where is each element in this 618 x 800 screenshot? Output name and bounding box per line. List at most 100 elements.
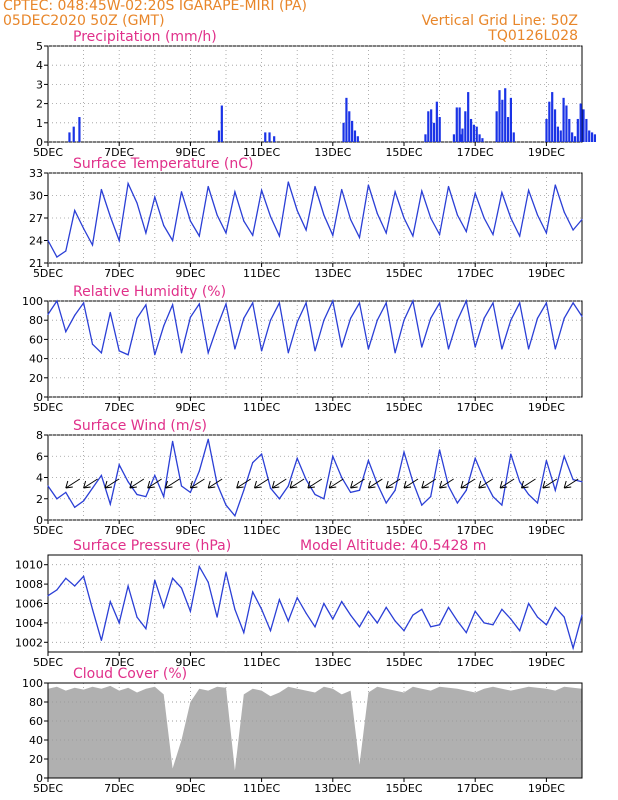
temperature-point (545, 232, 548, 234)
wind-point (225, 504, 227, 506)
wind-point (127, 481, 129, 483)
temperature-point (261, 189, 263, 191)
wind-ytick-label: 0 (36, 514, 43, 527)
pressure-point (323, 602, 325, 605)
wind-ytick-label: 8 (36, 429, 43, 442)
pressure-point (350, 614, 352, 616)
humidity-point (47, 313, 49, 316)
humidity-point (225, 303, 227, 305)
humidity-point (207, 352, 209, 354)
pressure-xtick-label: 5DEC (33, 656, 63, 669)
wind-point (118, 464, 120, 466)
humidity-point (305, 302, 307, 304)
precipitation-bar (264, 132, 267, 142)
wind-arrow-shaft (542, 478, 558, 489)
precipitation-bar (593, 134, 597, 142)
precipitation-bar (467, 92, 470, 142)
precipitation-bar (495, 111, 498, 142)
wind-arrow-head (307, 480, 315, 489)
pressure-point (385, 606, 387, 608)
temperature-point (172, 239, 174, 242)
wind-arrow-shaft (165, 478, 180, 489)
cloud-cover-area (48, 685, 582, 778)
pressure-xtick-label: 9DEC (175, 656, 205, 669)
wind-point (519, 481, 521, 483)
precipitation-ytick-label: 0 (36, 136, 43, 149)
cloud-cover-xtick-label: 19DEC (528, 782, 565, 795)
pressure-point (492, 624, 494, 626)
humidity-point (421, 346, 423, 348)
precipitation-bar (556, 126, 559, 142)
temperature-point (536, 214, 539, 216)
temperature-point (234, 191, 236, 193)
humidity-point (358, 302, 361, 304)
temperature-xtick-label: 5DEC (33, 267, 63, 280)
precipitation-bar (217, 130, 221, 142)
wind-arrow-shaft (499, 478, 515, 489)
temperature-point (394, 191, 396, 193)
precipitation-bar (68, 132, 71, 142)
pressure-point (261, 608, 263, 610)
precipitation-bar (509, 97, 512, 142)
precipitation-bar (588, 130, 591, 142)
precipitation-bar (220, 105, 223, 142)
wind-arrow-shaft (190, 478, 205, 489)
humidity-point (545, 302, 548, 304)
wind-arrow-head (385, 480, 394, 489)
pressure-point (421, 608, 423, 610)
precipitation-bar (72, 126, 75, 142)
pressure-point (189, 610, 191, 612)
precipitation-bar (438, 117, 441, 142)
wind-arrow-head (129, 480, 137, 489)
humidity-point (403, 319, 405, 321)
wind-arrow-head (460, 480, 469, 489)
temperature-point (216, 214, 218, 216)
humidity-point (519, 302, 521, 304)
wind-ytick-label: 6 (36, 450, 43, 463)
pressure-xtick-label: 11DEC (243, 656, 280, 669)
cloud-cover-xtick-label: 13DEC (314, 782, 351, 795)
precipitation-bar (356, 136, 359, 142)
wind-arrow-shaft (521, 478, 536, 489)
pressure-point (430, 626, 432, 628)
precipitation-bar (424, 134, 427, 142)
temperature-point (421, 190, 423, 192)
humidity-point (216, 326, 218, 328)
temperature-point (127, 182, 129, 185)
precipitation-xtick-label: 7DEC (104, 146, 134, 159)
wind-point (341, 476, 343, 479)
humidity-point (56, 300, 58, 302)
wind-point (47, 485, 49, 487)
pressure-point (519, 630, 521, 632)
wind-point (198, 470, 200, 472)
precipitation-bar (427, 111, 430, 142)
pressure-point (456, 620, 458, 622)
wind-ytick-label: 4 (36, 472, 43, 485)
humidity-point (189, 316, 191, 318)
precipitation-bar (512, 132, 515, 142)
pressure-point (91, 608, 94, 610)
precipitation-bar (452, 134, 456, 142)
humidity-ytick-label: 20 (29, 372, 43, 385)
pressure-point (154, 579, 156, 581)
precipitation-bar (273, 136, 276, 142)
wind-arrow-head (189, 480, 198, 489)
vertical-grid-note: Vertical Grid Line: 50Z (421, 13, 578, 29)
humidity-point (100, 352, 102, 354)
temperature-point (563, 211, 565, 213)
wind-point (572, 479, 574, 481)
pressure-point (225, 571, 227, 574)
wind-point (501, 504, 503, 506)
humidity-point (145, 304, 147, 306)
precipitation-bar (469, 118, 473, 142)
humidity-ytick-label: 0 (36, 391, 43, 404)
pressure-point (447, 606, 450, 608)
wind-point (332, 455, 334, 457)
pressure-point (287, 620, 289, 622)
wind-point (430, 496, 432, 498)
temperature-xtick-label: 13DEC (314, 267, 351, 280)
temperature-point (136, 202, 138, 204)
temperature-point (430, 217, 432, 219)
temperature-point (83, 227, 85, 230)
